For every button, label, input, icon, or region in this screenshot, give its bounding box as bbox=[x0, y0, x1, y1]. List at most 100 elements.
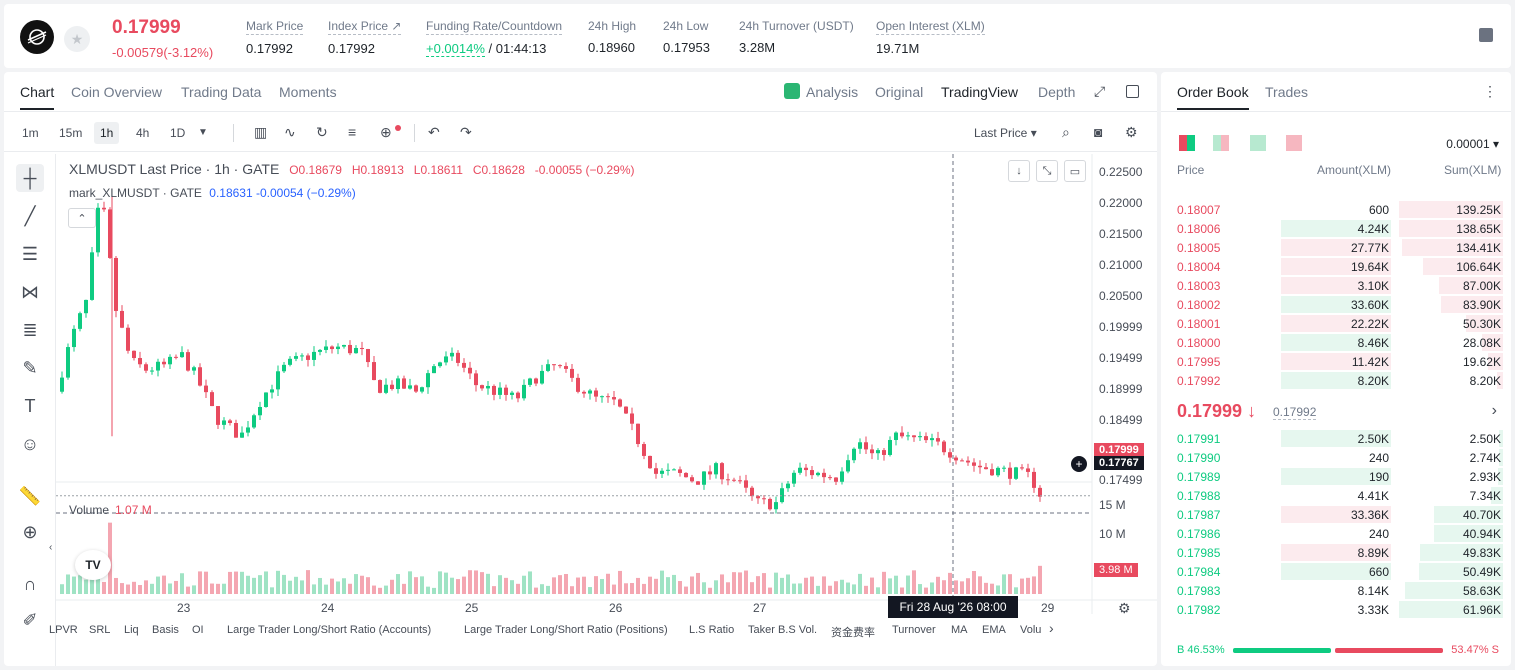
zoom-in-icon[interactable]: ⊕ bbox=[22, 521, 38, 542]
tab-trading-data[interactable]: Trading Data bbox=[181, 84, 262, 100]
chart-settings-icon[interactable]: ⚙ bbox=[1118, 600, 1131, 616]
orderbook-row[interactable]: 0.18001 22.22K 50.30K bbox=[1161, 314, 1511, 333]
indicator-item[interactable]: Volu bbox=[1020, 624, 1042, 636]
timeframe-4h[interactable]: 4h bbox=[136, 126, 150, 140]
timeframe-15m[interactable]: 15m bbox=[59, 126, 83, 140]
pattern-icon[interactable]: ⋈ bbox=[21, 281, 39, 302]
indicator-item[interactable]: EMA bbox=[982, 624, 1006, 636]
orderbook-row[interactable]: 0.18002 33.60K 83.90K bbox=[1161, 295, 1511, 314]
collapse-left-icon[interactable]: ‹ bbox=[49, 542, 53, 553]
text-icon[interactable]: T bbox=[24, 395, 36, 416]
tab-chart[interactable]: Chart bbox=[20, 84, 55, 110]
indicator-item[interactable]: 资金费率 bbox=[831, 627, 875, 639]
orderbook-row[interactable]: 0.18000 8.46K 28.08K bbox=[1161, 333, 1511, 352]
more-vert-icon[interactable]: ⋮ bbox=[1483, 83, 1497, 99]
brush-icon[interactable]: ✎ bbox=[22, 357, 38, 378]
tab-coin-overview[interactable]: Coin Overview bbox=[71, 84, 163, 100]
stat-label[interactable]: Funding Rate/Countdown bbox=[426, 19, 563, 35]
orderbook-row[interactable]: 0.17988 4.41K 7.34K bbox=[1161, 486, 1511, 505]
chevron-right-icon[interactable]: › bbox=[1491, 402, 1497, 419]
indicator-item[interactable]: Taker B.S Vol. bbox=[748, 624, 818, 636]
magnet-icon[interactable]: ∩ bbox=[23, 573, 37, 594]
indicator-item[interactable]: MA bbox=[951, 624, 968, 636]
orderbook-row[interactable]: 0.17986 240 40.94K bbox=[1161, 524, 1511, 543]
view-split-icon[interactable] bbox=[1213, 135, 1229, 151]
timeframe-1d[interactable]: 1D bbox=[170, 126, 186, 140]
orderbook-row[interactable]: 0.17985 8.89K 49.83K bbox=[1161, 543, 1511, 562]
orderbook-row[interactable]: 0.17983 8.14K 58.63K bbox=[1161, 581, 1511, 600]
amount-depth-bar bbox=[1281, 506, 1391, 523]
book-icon[interactable] bbox=[1479, 28, 1493, 42]
timeframe-1h[interactable]: 1h bbox=[94, 122, 120, 144]
orderbook-row[interactable]: 0.17990 240 2.74K bbox=[1161, 448, 1511, 467]
orderbook-row[interactable]: 0.17989 190 2.93K bbox=[1161, 467, 1511, 486]
tab-moments[interactable]: Moments bbox=[279, 84, 337, 100]
indicator-scroll-icon[interactable]: › bbox=[1049, 620, 1054, 636]
search-icon[interactable]: ⌕ bbox=[1062, 124, 1070, 140]
indicator-item[interactable]: Turnover bbox=[892, 624, 936, 636]
view-asks-icon[interactable] bbox=[1286, 135, 1302, 151]
indicator-icon[interactable]: ∿ bbox=[284, 124, 296, 140]
tab-order-book[interactable]: Order Book bbox=[1177, 84, 1249, 110]
indicator-item[interactable]: Liq bbox=[124, 624, 139, 636]
orderbook-row[interactable]: 0.17982 3.33K 61.96K bbox=[1161, 600, 1511, 619]
trend-line-icon[interactable]: ╱ bbox=[24, 205, 36, 226]
undo-icon[interactable]: ↶ bbox=[428, 124, 440, 140]
indicator-item[interactable]: L.S Ratio bbox=[689, 624, 735, 636]
stat-label[interactable]: Mark Price bbox=[246, 19, 304, 35]
candle-body bbox=[390, 384, 394, 390]
add-alert-icon[interactable]: + bbox=[1071, 456, 1087, 472]
collapse-icon[interactable]: ⤡ bbox=[1036, 160, 1058, 182]
orderbook-row[interactable]: 0.18003 3.10K 87.00K bbox=[1161, 276, 1511, 295]
collapse-legend-button[interactable]: ⌃ bbox=[68, 208, 96, 228]
list-icon[interactable]: ≡ bbox=[348, 124, 357, 140]
tradingview-logo[interactable]: TV bbox=[75, 550, 111, 580]
orderbook-row[interactable]: 0.18005 27.77K 134.41K bbox=[1161, 238, 1511, 257]
indicator-item[interactable]: Large Trader Long/Short Ratio (Accounts) bbox=[227, 624, 432, 636]
chevron-down-icon[interactable]: ▼ bbox=[198, 127, 208, 138]
fib-icon[interactable]: ≣ bbox=[22, 319, 38, 340]
stat-label[interactable]: Open Interest (XLM) bbox=[876, 19, 985, 35]
orderbook-row[interactable]: 0.18004 19.64K 106.64K bbox=[1161, 257, 1511, 276]
orderbook-row[interactable]: 0.17987 33.36K 40.70K bbox=[1161, 505, 1511, 524]
orderbook-row[interactable]: 0.18006 4.24K 138.65K bbox=[1161, 219, 1511, 238]
tab-analysis[interactable]: Analysis bbox=[806, 84, 859, 100]
redo-icon[interactable]: ↷ bbox=[460, 124, 472, 140]
add-indicator-icon[interactable]: ⊕ bbox=[380, 124, 392, 140]
scroll-down-icon[interactable]: ↓ bbox=[1008, 160, 1030, 182]
tab-depth[interactable]: Depth bbox=[1038, 84, 1076, 100]
gear-icon[interactable]: ⚙ bbox=[1125, 124, 1138, 140]
tab-tradingview[interactable]: TradingView bbox=[941, 84, 1019, 100]
candlestick-icon[interactable]: ▥ bbox=[254, 124, 268, 140]
indicator-item[interactable]: Basis bbox=[152, 624, 179, 636]
expand-icon[interactable]: ⤢ bbox=[1094, 83, 1106, 99]
orderbook-row[interactable]: 0.17992 8.20K 8.20K bbox=[1161, 371, 1511, 390]
stat-label[interactable]: Index Price ↗ bbox=[328, 19, 402, 35]
ruler-icon[interactable]: 📏 bbox=[18, 485, 42, 506]
view-bids-icon[interactable] bbox=[1250, 135, 1266, 151]
indicator-item[interactable]: LPVR bbox=[49, 624, 78, 636]
price-type-select[interactable]: Last Price ▾ bbox=[974, 126, 1037, 140]
orderbook-row[interactable]: 0.17995 11.42K 19.62K bbox=[1161, 352, 1511, 371]
orderbook-row[interactable]: 0.18007 600 139.25K bbox=[1161, 200, 1511, 219]
horizontal-lines-icon[interactable]: ☰ bbox=[21, 243, 39, 264]
orderbook-row[interactable]: 0.17991 2.50K 2.50K bbox=[1161, 429, 1511, 448]
fullscreen-icon[interactable]: ▭ bbox=[1064, 160, 1086, 182]
window-icon[interactable] bbox=[1126, 85, 1139, 98]
tab-original[interactable]: Original bbox=[875, 84, 924, 100]
timeframe-1m[interactable]: 1m bbox=[22, 126, 39, 140]
indicator-item[interactable]: Large Trader Long/Short Ratio (Positions… bbox=[464, 624, 668, 636]
favorite-star-icon[interactable]: ★ bbox=[64, 26, 90, 52]
precision-select[interactable]: 0.00001 ▾ bbox=[1446, 137, 1499, 151]
emoji-icon[interactable]: ☺ bbox=[20, 433, 40, 454]
pencil-icon[interactable]: ✐ bbox=[22, 609, 38, 630]
price-chart[interactable] bbox=[56, 154, 1157, 618]
crosshair-icon[interactable]: ┼ bbox=[16, 164, 44, 192]
indicator-item[interactable]: OI bbox=[192, 624, 204, 636]
camera-icon[interactable]: ◙ bbox=[1094, 124, 1103, 140]
view-both-icon[interactable] bbox=[1179, 135, 1195, 151]
orderbook-row[interactable]: 0.17984 660 50.49K bbox=[1161, 562, 1511, 581]
tab-trades[interactable]: Trades bbox=[1265, 84, 1309, 100]
refresh-icon[interactable]: ↻ bbox=[316, 124, 328, 140]
indicator-item[interactable]: SRL bbox=[89, 624, 111, 636]
